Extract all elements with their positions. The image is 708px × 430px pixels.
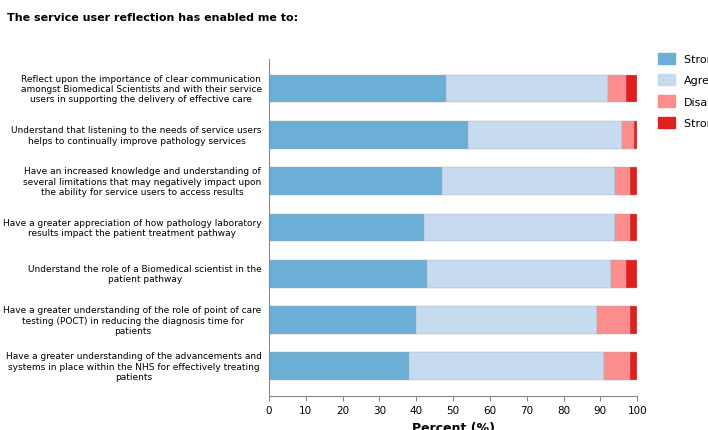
Bar [612, 260, 626, 288]
Bar [416, 307, 597, 334]
Bar [630, 168, 637, 196]
Text: Have a greater understanding of the role of point of care
testing (POCT) in redu: Have a greater understanding of the role… [4, 305, 262, 335]
Bar [597, 307, 630, 334]
Text: Have a greater appreciation of how pathology laboratory
results impact the patie: Have a greater appreciation of how patho… [3, 218, 262, 238]
Bar [630, 307, 637, 334]
Text: Understand the role of a Biomedical scientist in the
patient pathway: Understand the role of a Biomedical scie… [28, 264, 262, 284]
Bar [630, 214, 637, 242]
Bar [615, 168, 630, 196]
Bar [630, 353, 637, 381]
Text: Understand that listening to the needs of service users
helps to continually imp: Understand that listening to the needs o… [11, 126, 262, 145]
Bar [269, 75, 446, 103]
Bar [468, 122, 622, 149]
Bar [607, 75, 626, 103]
Text: The service user reflection has enabled me to:: The service user reflection has enabled … [7, 13, 298, 23]
Bar [269, 168, 442, 196]
Bar [269, 307, 416, 334]
Text: Have an increased knowledge and understanding of
several limitations that may ne: Have an increased knowledge and understa… [23, 167, 262, 197]
Bar [615, 214, 630, 242]
Text: Reflect upon the importance of clear communication
amongst Biomedical Scientists: Reflect upon the importance of clear com… [21, 74, 262, 104]
Bar [446, 75, 607, 103]
Bar [269, 214, 423, 242]
Legend: Strongly Agree, Agree, Disagree, Strongly Disagree: Strongly Agree, Agree, Disagree, Strongl… [653, 49, 708, 133]
Bar [269, 260, 428, 288]
Bar [409, 353, 604, 381]
Bar [423, 214, 615, 242]
Bar [626, 260, 637, 288]
Text: Have a greater understanding of the advancements and
systems in place within the: Have a greater understanding of the adva… [6, 352, 262, 381]
X-axis label: Percent (%): Percent (%) [411, 421, 495, 430]
Bar [622, 122, 634, 149]
Bar [442, 168, 615, 196]
Bar [626, 75, 637, 103]
Bar [269, 353, 409, 381]
Bar [634, 122, 637, 149]
Bar [269, 122, 468, 149]
Bar [428, 260, 612, 288]
Bar [604, 353, 630, 381]
